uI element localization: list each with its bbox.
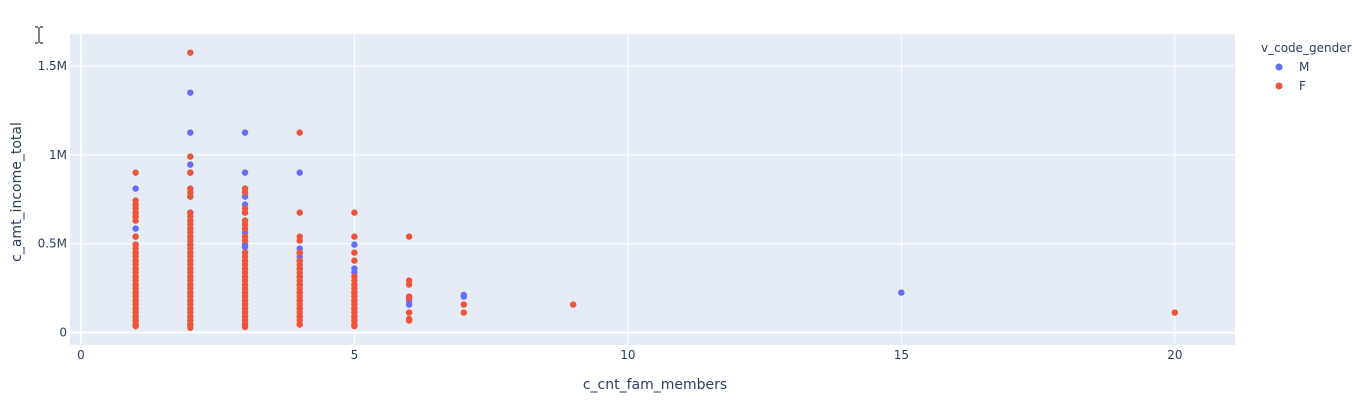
scatter-point-f[interactable] xyxy=(241,225,249,232)
scatter-point-f[interactable] xyxy=(187,169,194,176)
scatter-point-f[interactable] xyxy=(351,209,358,216)
scatter-point-m[interactable] xyxy=(132,185,139,192)
scatter-point-f[interactable] xyxy=(405,294,413,302)
scatter-point-m[interactable] xyxy=(405,301,413,308)
legend-label-f: F xyxy=(1299,79,1306,93)
scatter-point-f[interactable] xyxy=(405,309,413,316)
text-cursor-icon xyxy=(35,26,43,44)
scatter-point-f[interactable] xyxy=(405,317,413,324)
scatter-point-m[interactable] xyxy=(460,293,468,300)
scatter-point-m[interactable] xyxy=(241,169,249,176)
scatter-point-f[interactable] xyxy=(351,257,358,264)
scatter-point-f[interactable] xyxy=(132,217,139,224)
x-tick-label: 20 xyxy=(1167,348,1182,362)
scatter-point-f[interactable] xyxy=(187,324,194,331)
scatter-point-m[interactable] xyxy=(898,289,905,296)
x-tick-label: 0 xyxy=(77,348,85,362)
scatter-point-f[interactable] xyxy=(241,237,249,244)
scatter-point-m[interactable] xyxy=(187,89,194,96)
legend-marker-m xyxy=(1275,63,1283,71)
scatter-point-m[interactable] xyxy=(241,244,249,251)
scatter-point-f[interactable] xyxy=(351,233,358,240)
legend-label-m: M xyxy=(1299,60,1309,74)
scatter-point-m[interactable] xyxy=(241,129,249,136)
plot-background xyxy=(70,34,1235,345)
scatter-point-m[interactable] xyxy=(187,161,194,168)
scatter-point-f[interactable] xyxy=(296,129,303,136)
scatter-point-f[interactable] xyxy=(296,237,303,244)
data-points[interactable] xyxy=(132,49,1179,331)
scatter-point-f[interactable] xyxy=(460,301,468,308)
scatter-point-f[interactable] xyxy=(296,321,303,328)
scatter-point-f[interactable] xyxy=(351,322,358,330)
x-tick-label: 5 xyxy=(351,348,359,362)
scatter-point-f[interactable] xyxy=(132,233,139,240)
grid-lines xyxy=(70,34,1235,345)
scatter-point-f[interactable] xyxy=(187,193,194,200)
y-tick-label: 1M xyxy=(49,148,67,162)
x-tick-label: 10 xyxy=(620,348,635,362)
scatter-point-m[interactable] xyxy=(187,129,194,136)
scatter-point-f[interactable] xyxy=(405,233,413,240)
legend: v_code_gender M F xyxy=(1261,41,1352,93)
y-tick-label: 0.5M xyxy=(38,237,67,251)
scatter-point-f[interactable] xyxy=(351,249,358,256)
scatter-point-f[interactable] xyxy=(187,153,194,160)
scatter-point-f[interactable] xyxy=(405,281,413,288)
x-tick-labels: 0 5 10 15 20 xyxy=(77,348,1182,362)
scatter-point-m[interactable] xyxy=(351,241,358,248)
legend-item-m[interactable]: M xyxy=(1275,60,1310,74)
scatter-point-f[interactable] xyxy=(241,323,249,331)
y-tick-label: 1.5M xyxy=(38,59,67,73)
scatter-point-m[interactable] xyxy=(132,225,139,232)
y-tick-label: 0 xyxy=(59,326,67,340)
legend-title: v_code_gender xyxy=(1261,41,1352,55)
y-tick-labels: 0 0.5M 1M 1.5M xyxy=(38,59,67,340)
scatter-point-f[interactable] xyxy=(241,209,249,216)
x-tick-label: 15 xyxy=(894,348,909,362)
scatter-point-f[interactable] xyxy=(296,249,303,256)
scatter-point-f[interactable] xyxy=(132,169,139,176)
x-axis-title: c_cnt_fam_members xyxy=(583,377,727,393)
scatter-point-f[interactable] xyxy=(460,309,468,316)
scatter-point-m[interactable] xyxy=(296,169,303,176)
scatter-point-f[interactable] xyxy=(569,301,577,308)
scatter-point-f[interactable] xyxy=(1171,309,1179,316)
scatter-point-f[interactable] xyxy=(241,189,249,196)
legend-marker-f xyxy=(1275,82,1283,90)
y-axis-title: c_amt_income_total xyxy=(9,122,25,262)
scatter-point-f[interactable] xyxy=(187,49,194,56)
scatter-point-f[interactable] xyxy=(132,322,139,330)
scatter-point-f[interactable] xyxy=(296,209,303,216)
legend-item-f[interactable]: F xyxy=(1275,79,1307,93)
